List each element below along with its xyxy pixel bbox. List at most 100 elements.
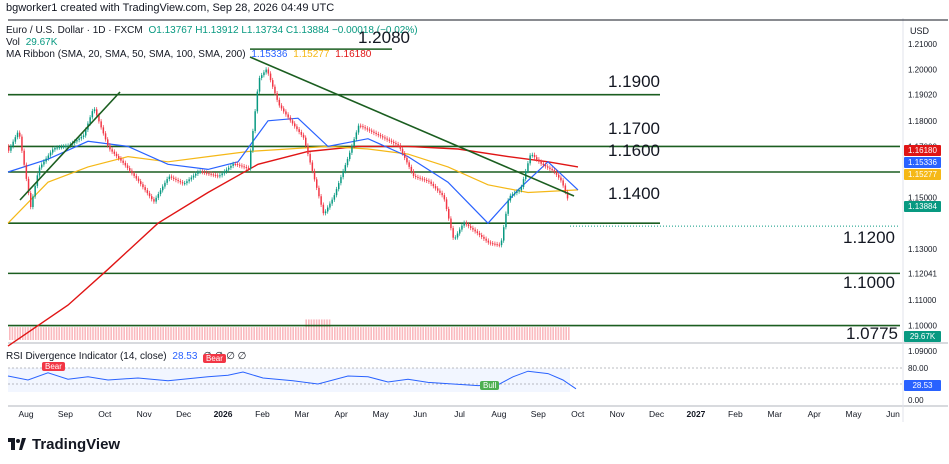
candle-body (137, 178, 140, 182)
candle-body (144, 187, 146, 191)
candle-body (375, 132, 377, 135)
ma-ribbon-label: MA Ribbon (SMA, 20, SMA, 50, SMA, 100, S… (6, 49, 246, 60)
volume-legend[interactable]: Vol 29.67K (6, 36, 57, 49)
candle-body (186, 181, 188, 184)
volume-bar (315, 319, 318, 340)
candle-body (203, 172, 206, 174)
volume-bar (328, 319, 331, 340)
candle-body (448, 208, 450, 219)
candle-body (538, 159, 540, 162)
time-tick-label: Jul (454, 409, 465, 419)
candle-body (412, 171, 415, 176)
candle-body (129, 168, 131, 171)
tag-volume: 29.67K (904, 331, 941, 342)
volume-bar (386, 327, 388, 340)
volume-bar (185, 327, 188, 340)
candle-body (388, 139, 391, 141)
volume-bar (378, 327, 380, 340)
candle-body (483, 236, 485, 239)
candle-body (115, 153, 118, 157)
candle-body (34, 185, 36, 197)
time-tick-label: Nov (610, 409, 626, 419)
candle-body (98, 115, 100, 122)
candle-body (333, 195, 336, 200)
volume-bar (139, 327, 141, 340)
volume-bar (183, 327, 185, 340)
candle-body (459, 229, 461, 234)
candle-body (549, 167, 551, 169)
volume-bar (115, 327, 118, 340)
volume-bar (313, 319, 315, 340)
volume-bar (373, 327, 375, 340)
candle-body (267, 69, 270, 74)
volume-bar (271, 327, 274, 340)
candle-body (25, 164, 28, 179)
candle-body (316, 179, 318, 188)
volume-bar (42, 327, 45, 340)
candle-body (122, 160, 124, 163)
volume-bar (451, 327, 453, 340)
volume-bar (484, 327, 487, 340)
volume-bar (347, 327, 349, 340)
tradingview-logo[interactable]: TradingView (8, 436, 120, 453)
volume-bar (149, 327, 151, 340)
volume-bar (503, 327, 505, 340)
time-tick-label: May (373, 409, 390, 419)
candle-body (514, 192, 516, 195)
candle-body (450, 218, 452, 229)
volume-bar (110, 327, 112, 340)
volume-bar (289, 327, 292, 340)
volume-bar (245, 327, 248, 340)
time-tick-label: Oct (98, 409, 112, 419)
volume-bar (318, 319, 320, 340)
candle-body (291, 120, 294, 124)
volume-bar (419, 327, 422, 340)
candle-body (245, 167, 248, 169)
candle-body (320, 196, 322, 205)
volume-bar (66, 327, 68, 340)
tradingview-logo-icon (8, 438, 26, 450)
candle-body (423, 179, 426, 181)
candle-body (199, 171, 201, 173)
candle-body (14, 137, 17, 142)
volume-bar (482, 327, 484, 340)
volume-bar (310, 319, 313, 340)
candle-body (157, 194, 160, 198)
volume-bar (227, 327, 229, 340)
volume-bars (9, 319, 570, 340)
candle-body (16, 132, 19, 138)
symbol-legend[interactable]: Euro / U.S. Dollar · 1D · FXCM O1.13767 … (6, 24, 418, 37)
volume-bar (204, 327, 206, 340)
ma-ribbon-legend[interactable]: MA Ribbon (SMA, 20, SMA, 50, SMA, 100, S… (6, 48, 371, 61)
volume-bar (79, 327, 81, 340)
volume-bar (269, 327, 271, 340)
level-label-6: 1.1200 (843, 228, 895, 247)
time-tick-label: Feb (255, 409, 270, 419)
candle-body (173, 177, 175, 179)
volume-bar (406, 327, 409, 340)
candle-body (107, 139, 109, 146)
ma-value-2: 1.15277 (293, 49, 330, 60)
candle-body (474, 229, 476, 232)
volume-bar (536, 327, 539, 340)
volume-bar (53, 327, 55, 340)
candle-body (58, 147, 61, 149)
volume-bar (19, 327, 21, 340)
candle-body (223, 171, 226, 174)
candle-body (349, 152, 351, 160)
volume-bar (123, 327, 125, 340)
candle-body (155, 197, 157, 202)
candle-body (489, 242, 492, 244)
candle-body (8, 146, 10, 151)
candle-body (465, 222, 468, 225)
volume-bar (396, 327, 398, 340)
volume-bar (35, 327, 37, 340)
ma50-line (7, 145, 579, 224)
volume-bar (128, 327, 131, 340)
candle-body (38, 167, 41, 176)
candle-body (536, 157, 538, 160)
volume-bar (178, 327, 180, 340)
candle-body (93, 109, 96, 112)
time-tick-label: Aug (18, 409, 33, 419)
